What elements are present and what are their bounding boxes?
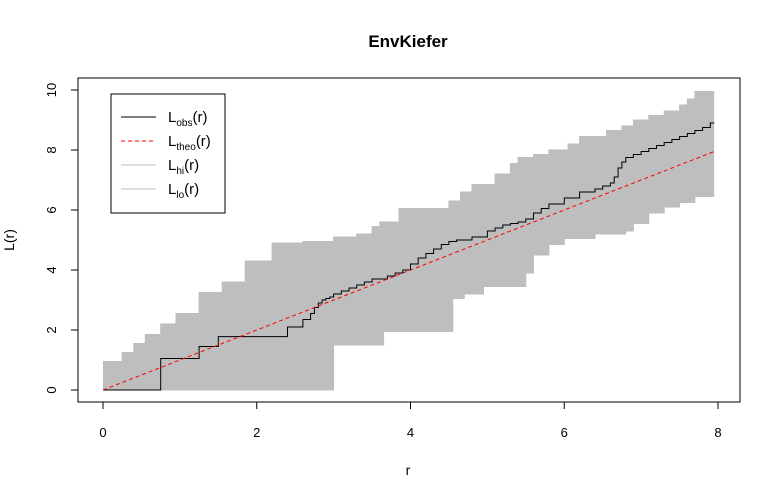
legend-main: L	[168, 109, 176, 126]
y-axis-label: L(r)	[1, 229, 17, 251]
series-theo-line	[102, 151, 715, 391]
legend-sub: theo	[176, 142, 196, 153]
envelope-band	[103, 91, 715, 390]
legend-sub: lo	[176, 190, 184, 201]
legend-box	[110, 93, 226, 214]
x-axis: 0 2 4 6 8	[99, 401, 722, 440]
x-tick-label: 6	[561, 425, 568, 440]
legend-entry-hi: Lhi(r)	[168, 157, 199, 177]
legend-entry-obs: Lobs(r)	[168, 109, 207, 129]
series-lo-line	[103, 196, 715, 391]
legend-entry-lo: Llo(r)	[168, 181, 199, 201]
legend-main: L	[168, 133, 176, 150]
x-tick-label: 2	[253, 425, 260, 440]
legend-suffix: (r)	[192, 109, 207, 126]
legend-entry-theo: Ltheo(r)	[168, 133, 211, 153]
legend-suffix: (r)	[184, 157, 199, 174]
y-tick-label: 0	[44, 386, 59, 393]
series-obs-line	[103, 122, 715, 391]
legend-suffix: (r)	[184, 181, 199, 198]
legend-suffix: (r)	[196, 133, 211, 150]
series-hi-line	[103, 91, 715, 362]
legend-sub: hi	[176, 166, 184, 177]
y-tick-label: 4	[44, 266, 59, 273]
legend-main: L	[168, 181, 176, 198]
x-tick-label: 8	[714, 425, 721, 440]
x-axis-label: r	[406, 462, 411, 478]
y-tick-label: 8	[44, 146, 59, 153]
x-tick-label: 0	[99, 425, 106, 440]
legend-sub: obs	[176, 118, 192, 129]
chart-title: EnvKiefer	[368, 32, 448, 51]
y-tick-label: 2	[44, 326, 59, 333]
x-tick-label: 4	[407, 425, 414, 440]
envelope-band-layer	[103, 91, 715, 390]
legend: Lobs(r)Ltheo(r)Lhi(r)Llo(r)	[110, 93, 226, 214]
y-tick-label: 10	[44, 83, 59, 97]
y-axis: 0 2 4 6 8 10	[44, 83, 79, 394]
series-line-layer	[102, 91, 715, 391]
legend-main: L	[168, 157, 176, 174]
y-tick-label: 6	[44, 206, 59, 213]
